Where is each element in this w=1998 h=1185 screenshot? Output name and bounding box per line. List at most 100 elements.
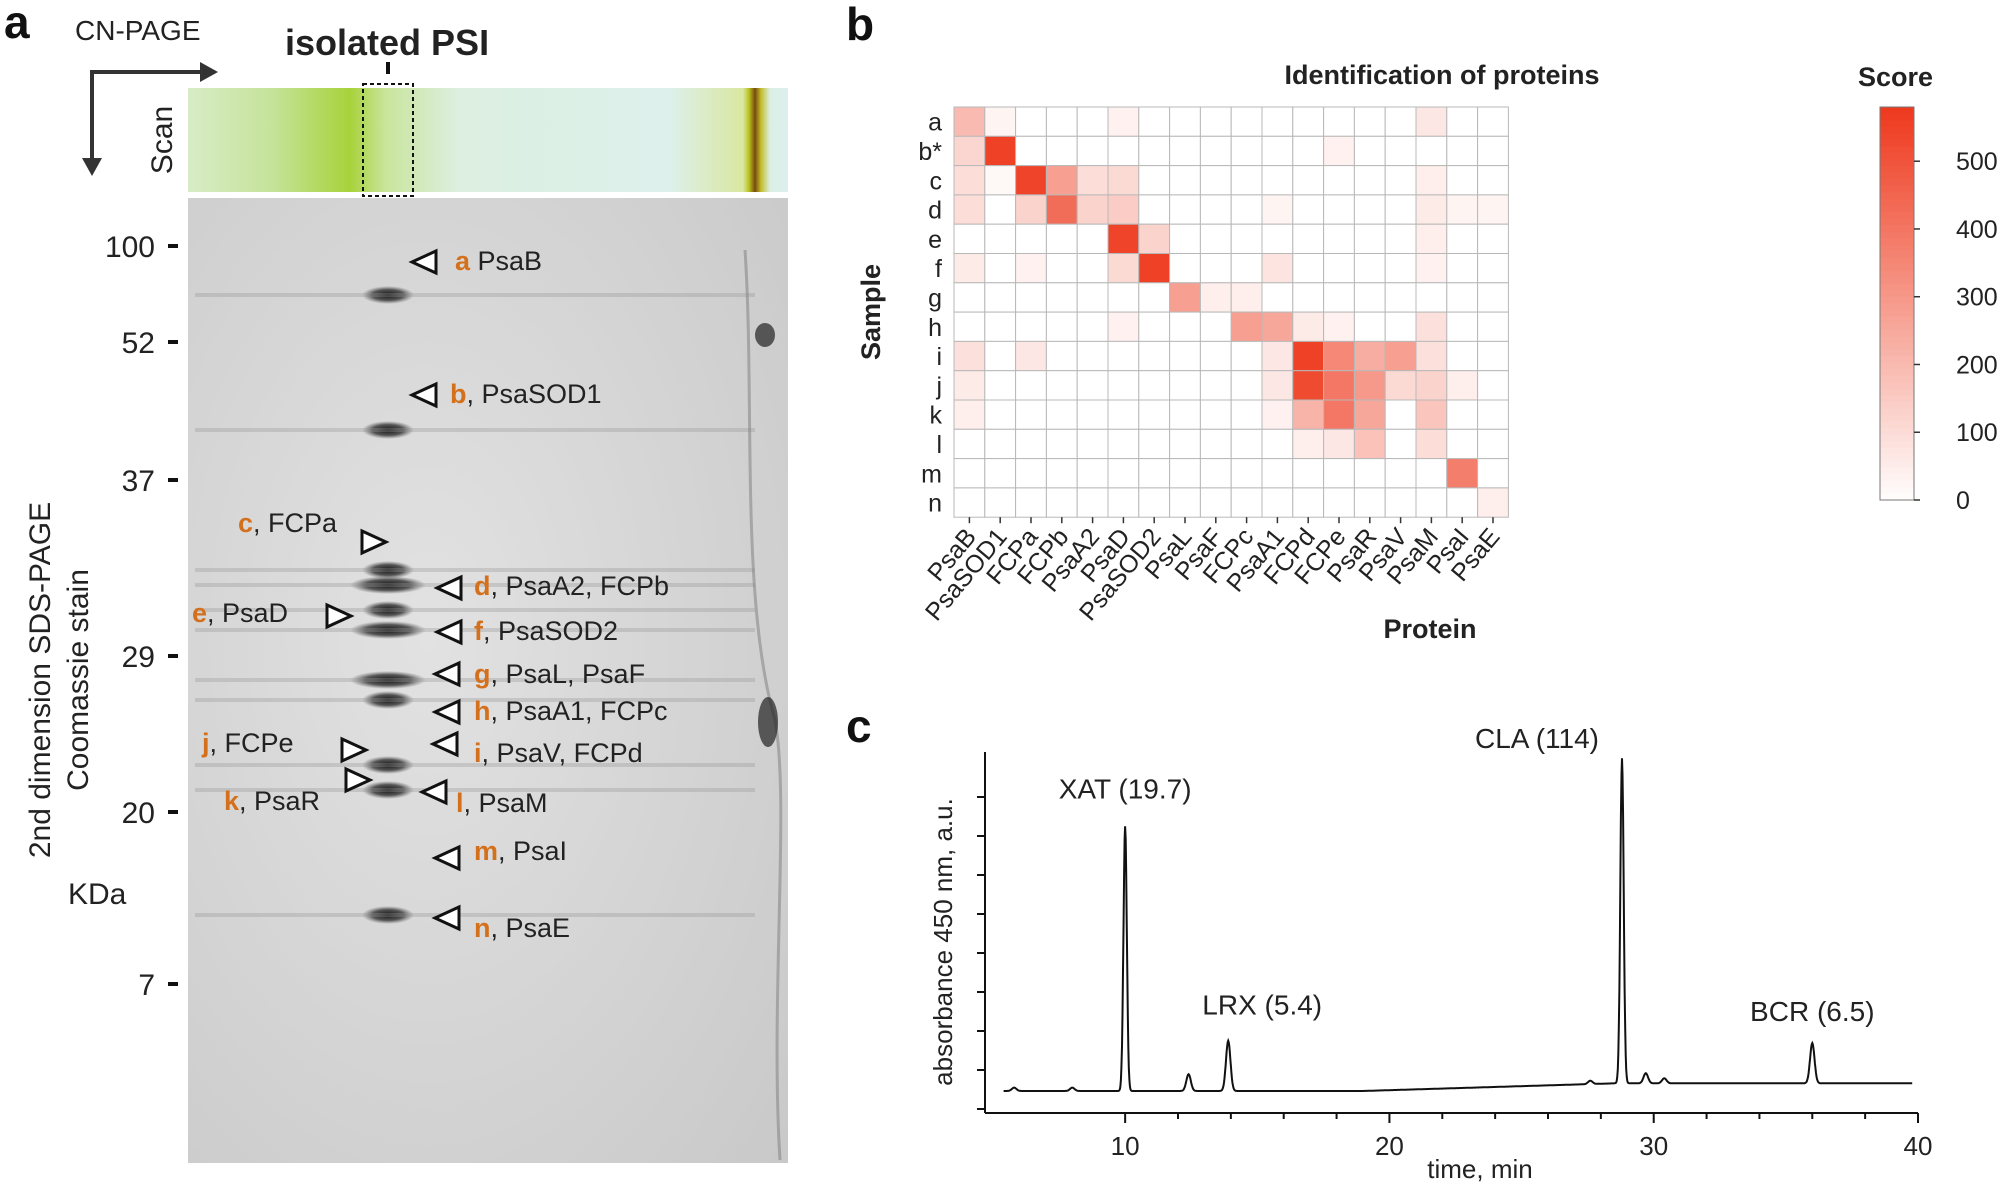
- gel-band-smear: [195, 763, 755, 767]
- heatmap-cell: [1261, 458, 1294, 489]
- gel-edge-spot: [758, 697, 778, 747]
- colorbar-segment: [1880, 172, 1914, 180]
- heatmap-cell: [1292, 428, 1325, 460]
- heatmap-cell: [1045, 282, 1078, 313]
- heatmap-cell: [1261, 399, 1294, 430]
- heatmap-cell: [1230, 340, 1263, 372]
- heatmap-row-label: f: [935, 255, 942, 283]
- heatmap-cell: [1384, 135, 1417, 167]
- spot-proteins: , PsaSOD2: [483, 616, 618, 646]
- colorbar-segment: [1880, 388, 1914, 396]
- colorbar-segment: [1880, 408, 1914, 416]
- colorbar-segment: [1880, 139, 1914, 147]
- colorbar-segment: [1880, 454, 1914, 462]
- heatmap-cell: [1045, 106, 1078, 137]
- colorbar-segment: [1880, 185, 1914, 193]
- heatmap-cell: [1015, 194, 1047, 225]
- heatmap-cell: [1353, 253, 1386, 284]
- heatmap-cell: [1015, 135, 1047, 167]
- heatmap-cell: [1415, 106, 1448, 137]
- heatmap-cell: [984, 428, 1017, 460]
- gel-band-smear: [195, 913, 755, 917]
- heatmap-cell: [1138, 487, 1171, 518]
- heatmap-cell: [1015, 399, 1047, 430]
- heatmap-cell: [1292, 340, 1325, 372]
- heatmap-cell: [1384, 487, 1417, 518]
- spot-label: g, PsaL, PsaF: [474, 659, 645, 689]
- heatmap-cell: [1076, 340, 1109, 372]
- colorbar-segment: [1880, 126, 1914, 134]
- heatmap-cell: [1384, 458, 1417, 489]
- spot-label: a PsaB: [455, 246, 542, 276]
- heatmap-cell: [1015, 106, 1047, 137]
- spot-proteins: , PsaV, FCPd: [482, 738, 643, 768]
- gel-band-smear: [195, 628, 755, 632]
- heatmap-cell: [1477, 165, 1509, 196]
- heatmap-cell: [1477, 340, 1509, 372]
- heatmap-cell: [1015, 428, 1047, 460]
- heatmap-cell: [1107, 194, 1140, 225]
- heatmap-cell: [1477, 282, 1509, 313]
- heatmap-cell: [1292, 194, 1325, 225]
- heatmap-cell: [1169, 458, 1201, 489]
- heatmap-cell: [1230, 253, 1263, 284]
- colorbar-tick-label: 3000: [1956, 284, 1998, 312]
- heatmap-cell: [1107, 340, 1140, 372]
- heatmap-cell: [1169, 487, 1201, 518]
- heatmap-cell: [1076, 428, 1109, 460]
- cn-page-scan: [188, 88, 788, 192]
- heatmap-cell: [1138, 399, 1171, 430]
- heatmap-cell: [1199, 253, 1232, 284]
- heatmap-cell: [1323, 428, 1355, 460]
- colorbar-segment: [1880, 395, 1914, 403]
- heatmap-cell: [1353, 282, 1386, 313]
- heatmap-cell: [1230, 165, 1263, 196]
- spot-letter: j: [201, 728, 210, 758]
- spot-letter: n: [474, 913, 491, 943]
- heatmap-cell: [1261, 106, 1294, 137]
- heatmap-cell: [1261, 223, 1294, 254]
- heatmap-cell: [1477, 399, 1509, 430]
- heatmap-cell: [1199, 340, 1232, 372]
- heatmap-cell: [1107, 135, 1140, 167]
- spot-letter: d: [474, 571, 491, 601]
- heatmap-cell: [1169, 282, 1201, 313]
- gel-band-smear: [195, 293, 755, 297]
- heatmap-cell: [953, 311, 986, 342]
- heatmap-cell: [1076, 106, 1109, 137]
- heatmap-cell: [984, 399, 1017, 430]
- heatmap-cell: [1292, 223, 1325, 254]
- heatmap-cell: [1292, 370, 1325, 401]
- spot-proteins: , FCPe: [210, 728, 294, 758]
- heatmap-cell: [984, 135, 1017, 167]
- heatmap-cell: [1477, 223, 1509, 254]
- heatmap-cell: [1076, 458, 1109, 489]
- heatmap-cell: [1045, 253, 1078, 284]
- heatmap-cell: [1292, 399, 1325, 430]
- heatmap-cell: [1045, 223, 1078, 254]
- spot-label: b, PsaSOD1: [450, 379, 602, 409]
- heatmap-cell: [1199, 370, 1232, 401]
- heatmap-cell: [1230, 106, 1263, 137]
- gel-spot: [362, 756, 414, 774]
- heatmap-cell: [1384, 340, 1417, 372]
- heatmap-cell: [984, 370, 1017, 401]
- heatmap-cell: [1169, 194, 1201, 225]
- heatmap-cell: [1261, 428, 1294, 460]
- colorbar-segment: [1880, 342, 1914, 350]
- heatmap-cell: [1415, 370, 1448, 401]
- panel-a: a CN-PAGE isolated PSI Scan 2nd dimensio…: [4, 0, 788, 1163]
- heatmap-cell: [953, 253, 986, 284]
- colorbar-tick-label: 4000: [1956, 216, 1998, 244]
- heatmap-row-label: k: [930, 402, 943, 430]
- heatmap-cell: [1169, 106, 1201, 137]
- chromatogram-trace: [1003, 758, 1913, 1092]
- heatmap-cell: [1045, 370, 1078, 401]
- heatmap-cell: [1199, 311, 1232, 342]
- colorbar-segment: [1880, 192, 1914, 200]
- heatmap-cell: [1015, 370, 1047, 401]
- spot-arrow-icon: [325, 602, 355, 630]
- colorbar-segment: [1880, 414, 1914, 422]
- heatmap-cell: [1477, 194, 1509, 225]
